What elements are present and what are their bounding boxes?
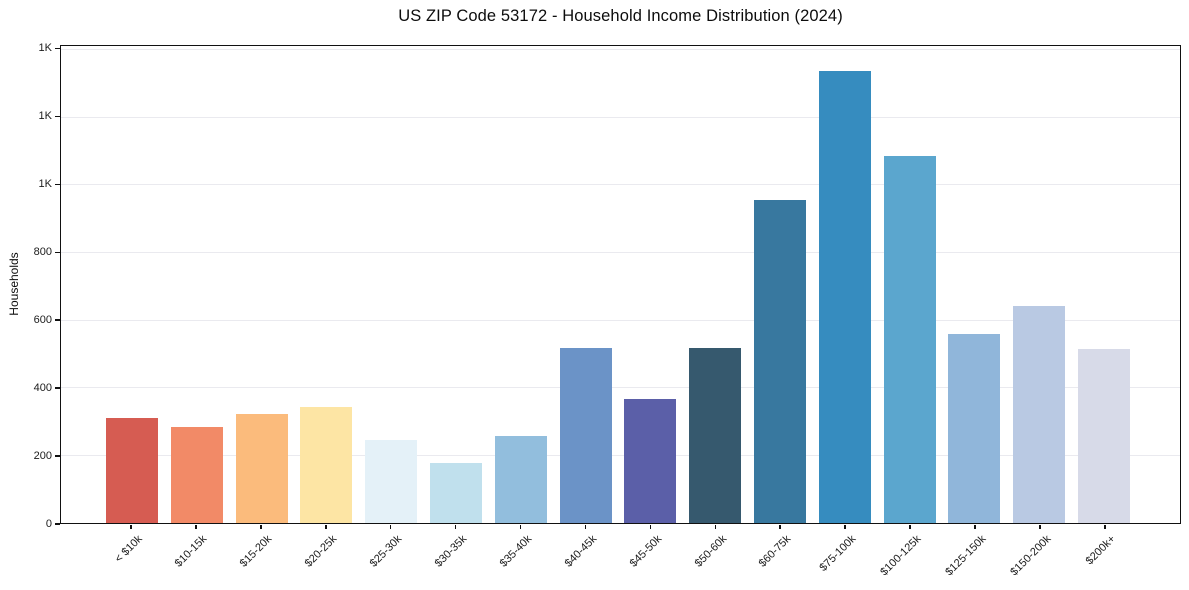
bar-45-50k [624,399,677,523]
plot-area [60,45,1181,524]
bar-20-25k [300,407,353,523]
y-tick: 1K [39,41,60,55]
y-tick-mark [55,115,60,118]
x-tick-label: $35-40k [497,533,535,570]
bars-layer [61,46,1180,523]
x-tick-mark [909,524,911,529]
x-tick-label: $50-60k [692,533,729,570]
gridline [61,48,1180,50]
y-tick-label: 1K [38,42,52,55]
bar-10-15k [170,427,223,523]
y-tick: 0 [46,517,60,531]
y-tick-label: 200 [33,450,52,463]
bar-125-150k [948,333,1001,523]
x-tick-mark [649,524,652,529]
y-tick-label: 1K [38,178,52,191]
y-tick: 800 [34,245,60,259]
x-tick-label: $45-50k [627,533,664,570]
gridline [61,116,1180,118]
x-tick-mark [519,524,522,529]
x-tick-label: < $10k [112,533,145,566]
gridline [61,319,1180,321]
y-tick-label: 600 [33,314,52,327]
x-tick-label: $10-15k [172,533,210,570]
y-tick-mark [55,183,60,185]
x-tick-label: $150-200k [1008,533,1054,579]
y-tick-label: 400 [33,382,52,395]
x-tick-label: $100-125k [878,533,924,579]
y-tick-label: 800 [33,246,52,259]
x-tick-mark [260,524,262,529]
y-tick-mark [55,387,60,389]
x-tick-mark [1104,524,1106,529]
bar-50-60k [689,348,742,523]
x-axis: < $10k $10-15k $15-20k $20-25k $25-30k $30-35… [60,524,1181,584]
bar-10k [106,418,158,523]
bar-100-125k [883,155,936,523]
x-tick-mark [779,524,781,529]
y-tick-mark [55,319,60,321]
gridline [61,454,1180,456]
x-tick-mark [195,524,197,529]
x-tick-label: $40-45k [562,533,599,570]
bar-25-30k [365,440,418,523]
x-tick-mark [325,524,327,529]
x-tick-label: $20-25k [302,533,340,570]
y-tick-mark [55,523,60,525]
x-tick-label: $125-150k [943,533,989,579]
x-tick-mark [1039,524,1041,529]
x-tick-label: $75-100k [817,533,859,574]
x-tick-mark [454,524,457,529]
x-tick-mark [714,524,717,529]
y-axis: 0 200 400 600 800 1K 1K 1K [0,42,60,530]
y-tick-label: 1K [38,110,52,123]
y-tick: 1K [39,109,60,123]
gridline [61,251,1180,253]
bar-40-45k [559,348,612,523]
bar-60-75k [753,199,806,523]
y-tick-label: 0 [45,518,52,530]
x-tick-label: $200k+ [1084,533,1119,568]
x-tick-mark [584,524,587,529]
bar-15-20k [235,414,288,523]
y-tick-mark [55,251,60,253]
gridline [61,387,1180,389]
gridline [61,184,1180,186]
x-tick-mark [130,524,132,529]
y-tick: 400 [34,381,60,395]
bar-35-40k [494,435,547,523]
x-tick-label: $25-30k [367,533,405,570]
bar-75-100k [818,70,871,523]
chart-title: US ZIP Code 53172 - Household Income Dis… [398,7,843,25]
x-tick-mark [844,524,846,529]
y-tick: 200 [34,449,60,463]
x-tick-label: $60-75k [757,533,794,570]
y-tick-mark [55,47,60,50]
x-tick-mark [974,524,976,529]
y-tick: 600 [34,313,60,327]
x-tick-label: $30-35k [432,533,470,570]
x-tick-label: $15-20k [237,533,275,570]
y-tick-mark [55,455,60,457]
bar-150-200k [1013,306,1066,523]
bar-30-35k [429,462,482,523]
y-tick: 1K [39,177,60,191]
bar-200k [1077,349,1130,523]
x-tick-mark [389,524,392,529]
